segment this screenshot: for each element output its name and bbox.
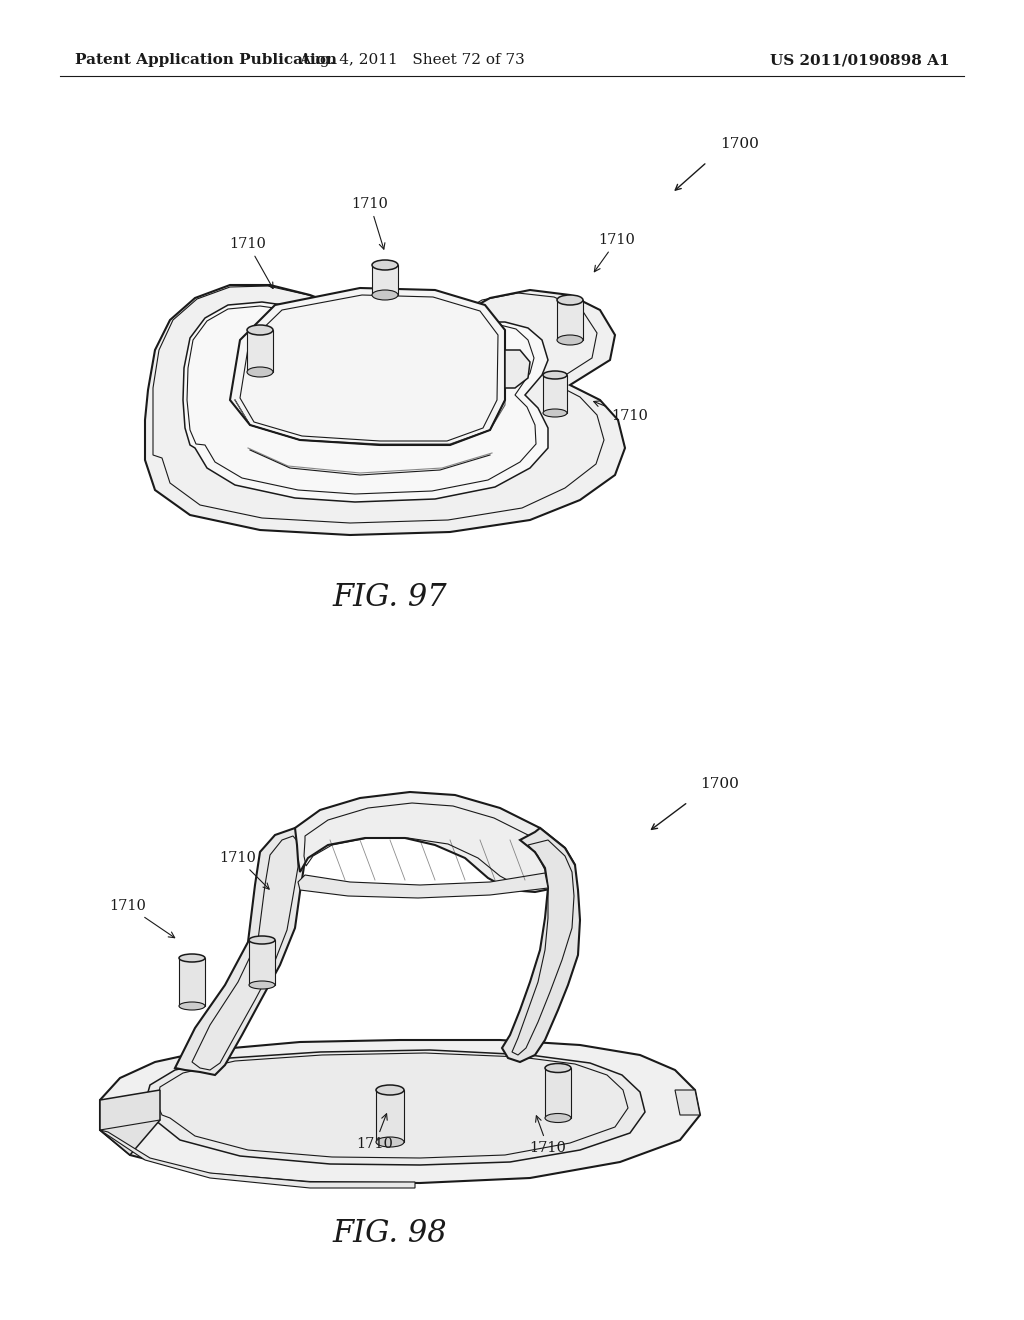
Polygon shape: [557, 300, 583, 341]
Text: 1700: 1700: [720, 137, 759, 150]
Ellipse shape: [545, 1114, 571, 1122]
Ellipse shape: [179, 954, 205, 962]
Polygon shape: [100, 1090, 160, 1155]
Text: 1710: 1710: [356, 1114, 393, 1151]
Text: FIG. 98: FIG. 98: [333, 1217, 447, 1249]
Text: 1710: 1710: [351, 197, 388, 249]
Polygon shape: [183, 302, 548, 502]
Polygon shape: [543, 375, 567, 413]
Ellipse shape: [543, 371, 567, 379]
Ellipse shape: [376, 1085, 404, 1096]
Polygon shape: [175, 828, 305, 1074]
Text: 1710: 1710: [529, 1115, 566, 1155]
Text: 1710: 1710: [594, 234, 636, 272]
Polygon shape: [100, 1040, 700, 1183]
Text: Patent Application Publication: Patent Application Publication: [75, 53, 337, 67]
Polygon shape: [247, 330, 273, 372]
Ellipse shape: [376, 1137, 404, 1147]
Polygon shape: [505, 350, 530, 388]
Ellipse shape: [247, 367, 273, 378]
Text: 1700: 1700: [700, 777, 739, 791]
Text: 1710: 1710: [229, 238, 273, 289]
Polygon shape: [372, 265, 398, 294]
Ellipse shape: [249, 936, 275, 944]
Polygon shape: [502, 828, 580, 1063]
Text: 1710: 1710: [110, 899, 175, 937]
Text: 1710: 1710: [219, 851, 269, 890]
Ellipse shape: [557, 335, 583, 345]
Polygon shape: [179, 958, 205, 1006]
Polygon shape: [376, 1090, 404, 1142]
Ellipse shape: [557, 294, 583, 305]
Polygon shape: [100, 1130, 415, 1188]
Ellipse shape: [543, 409, 567, 417]
Polygon shape: [298, 873, 548, 898]
Text: 1710: 1710: [594, 401, 648, 422]
Polygon shape: [675, 1090, 700, 1115]
Polygon shape: [145, 285, 625, 535]
Polygon shape: [295, 792, 575, 892]
Polygon shape: [145, 1049, 645, 1166]
Polygon shape: [545, 1068, 571, 1118]
Text: US 2011/0190898 A1: US 2011/0190898 A1: [770, 53, 950, 67]
Ellipse shape: [372, 260, 398, 271]
Polygon shape: [230, 288, 505, 445]
Ellipse shape: [372, 290, 398, 300]
Text: FIG. 97: FIG. 97: [333, 582, 447, 614]
Polygon shape: [249, 940, 275, 985]
Text: Aug. 4, 2011   Sheet 72 of 73: Aug. 4, 2011 Sheet 72 of 73: [299, 53, 525, 67]
Ellipse shape: [545, 1064, 571, 1072]
Ellipse shape: [249, 981, 275, 989]
Ellipse shape: [247, 325, 273, 335]
Ellipse shape: [179, 1002, 205, 1010]
